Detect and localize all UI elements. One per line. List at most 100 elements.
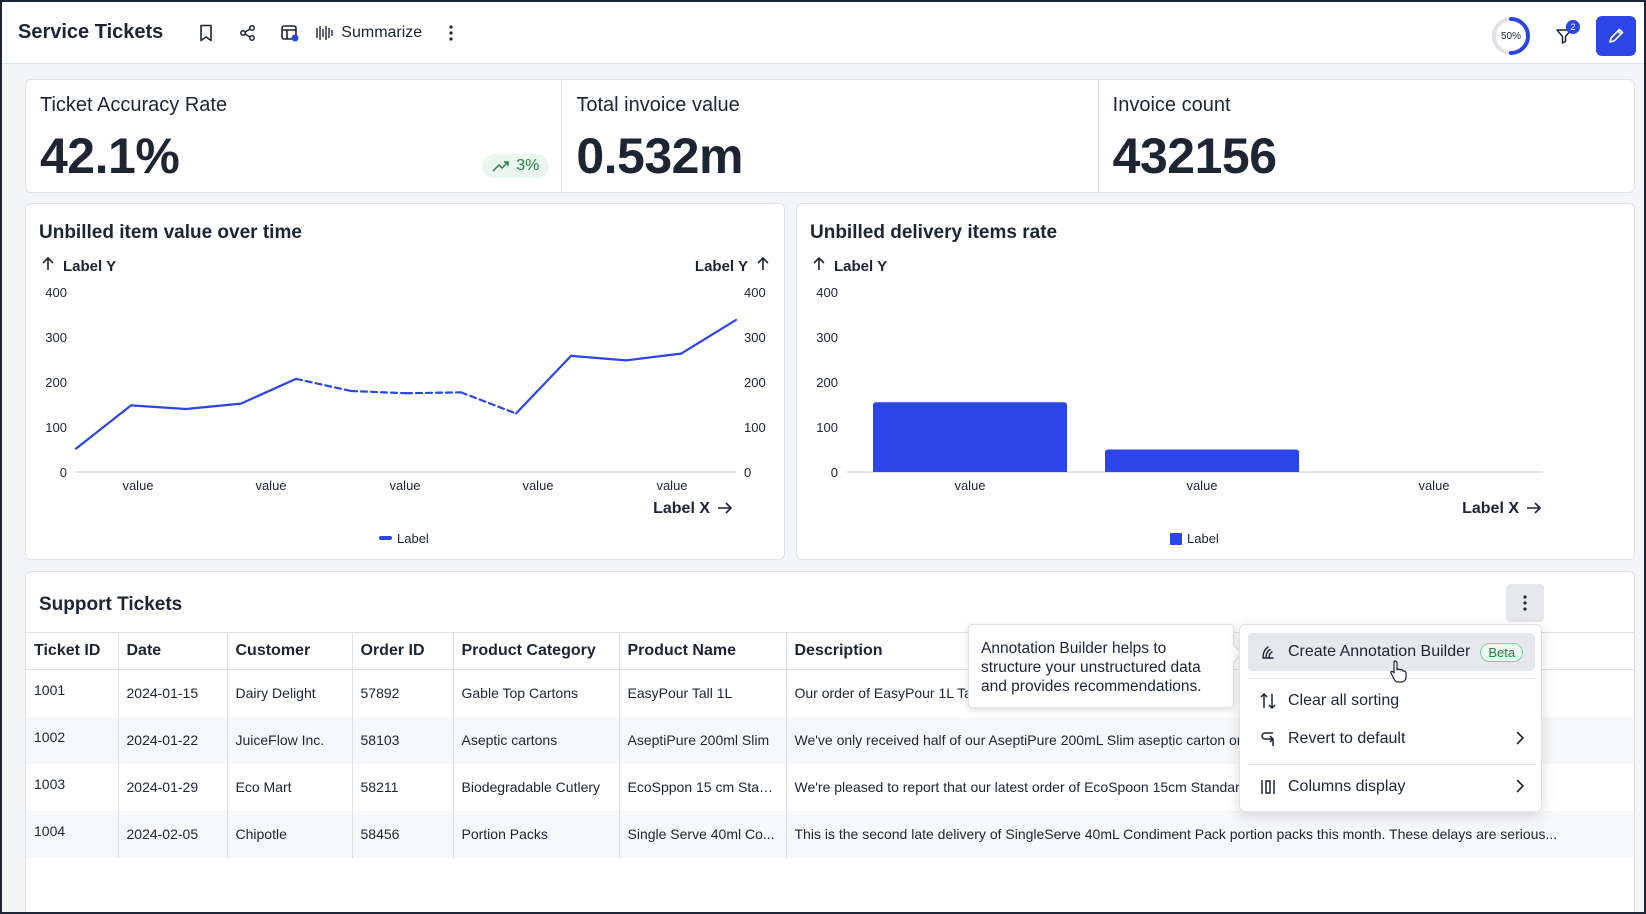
share-icon[interactable] bbox=[233, 18, 263, 48]
edit-button[interactable] bbox=[1596, 16, 1636, 56]
x-tick-label: value bbox=[1418, 478, 1449, 493]
y-tick-label: 0 bbox=[60, 465, 67, 480]
column-header[interactable]: Date bbox=[118, 632, 228, 670]
bookmark-icon[interactable] bbox=[191, 18, 221, 48]
kpi-invoice-count: Invoice count 432156 bbox=[1097, 80, 1634, 192]
annotation-builder-tooltip: Annotation Builder helps to structure yo… bbox=[968, 624, 1234, 708]
table-cell: Eco Mart bbox=[227, 763, 353, 811]
y-tick-label: 100 bbox=[45, 420, 67, 435]
table-cell: EasyPour Tall 1L bbox=[619, 669, 787, 717]
more-vertical-icon[interactable] bbox=[436, 18, 466, 48]
y-tick-label: 400 bbox=[816, 285, 838, 300]
legend-label: Label bbox=[1187, 531, 1219, 546]
chevron-right-icon bbox=[1515, 778, 1525, 799]
arrow-right-icon bbox=[1527, 502, 1542, 514]
pencil-icon bbox=[1609, 28, 1624, 43]
y-tick-label: 300 bbox=[45, 330, 67, 345]
dashboard-settings-icon[interactable] bbox=[275, 18, 305, 48]
table-menu-button[interactable] bbox=[1506, 584, 1544, 622]
table-cell: Portion Packs bbox=[453, 810, 620, 858]
y-tick-label-right: 0 bbox=[744, 465, 751, 480]
beta-badge: Beta bbox=[1480, 642, 1524, 662]
table-cell: Single Serve 40ml Co... bbox=[619, 810, 787, 858]
column-header[interactable]: Order ID bbox=[352, 632, 454, 670]
line-segment bbox=[294, 377, 353, 393]
filter-button[interactable]: 2 bbox=[1546, 18, 1582, 54]
line-segment bbox=[404, 391, 463, 395]
column-header[interactable]: Customer bbox=[227, 632, 353, 670]
y-tick-label: 200 bbox=[816, 375, 838, 390]
trend-badge: 3% bbox=[482, 154, 550, 178]
table-cell: 2024-01-22 bbox=[118, 716, 228, 764]
filter-count-badge: 2 bbox=[1566, 20, 1580, 34]
column-header[interactable]: Product Name bbox=[619, 632, 787, 670]
x-tick-label: value bbox=[954, 478, 985, 493]
menu-item-revert-default[interactable]: Revert to default bbox=[1248, 720, 1535, 758]
chevron-right-icon bbox=[1515, 730, 1525, 751]
table-cell: 1003 bbox=[26, 763, 119, 811]
bar bbox=[1105, 449, 1299, 472]
table-cell: Chipotle bbox=[227, 810, 353, 858]
table-cell: This is the second late delivery of Sing… bbox=[786, 810, 1634, 858]
columns-icon bbox=[1258, 777, 1278, 797]
line-chart: Label Y Label Y 400 400 300 300 200 200 100 100 0 0… bbox=[42, 256, 769, 546]
x-tick-label: value bbox=[122, 478, 153, 493]
menu-item-label: Clear all sorting bbox=[1288, 692, 1400, 709]
summarize-icon bbox=[316, 25, 333, 40]
trend-up-icon bbox=[492, 161, 509, 172]
arrow-right-icon bbox=[718, 502, 733, 514]
y-tick-label: 100 bbox=[816, 420, 838, 435]
line-segment bbox=[349, 389, 408, 395]
column-header[interactable]: Ticket ID bbox=[26, 632, 119, 670]
line-segment bbox=[184, 402, 243, 411]
column-header[interactable]: Product Category bbox=[453, 632, 620, 670]
arrow-up-icon bbox=[813, 256, 825, 270]
summarize-label: Summarize bbox=[341, 23, 423, 41]
progress-indicator[interactable]: 50% bbox=[1490, 15, 1532, 57]
y-tick-label: 0 bbox=[831, 465, 838, 480]
line-segment bbox=[459, 391, 518, 415]
table-title: Support Tickets bbox=[39, 594, 183, 615]
summarize-button[interactable]: Summarize bbox=[315, 24, 422, 42]
table-cell: Dairy Delight bbox=[227, 669, 353, 717]
revert-icon bbox=[1258, 729, 1278, 749]
line-chart-card: Unbilled item value over time Label Y Lab… bbox=[25, 203, 785, 560]
line-segment bbox=[129, 404, 188, 411]
bar-chart: Label Y 400 300 200 100 0 value value value Label… bbox=[813, 256, 1543, 546]
menu-item-columns-display[interactable]: Columns display bbox=[1248, 768, 1535, 806]
menu-item-clear-sorting[interactable]: Clear all sorting bbox=[1248, 682, 1535, 720]
y-axis-label: Label Y bbox=[63, 258, 116, 275]
chart-title: Unbilled item value over time bbox=[39, 222, 302, 243]
more-vertical-icon bbox=[1523, 595, 1527, 611]
table-cell: 58103 bbox=[352, 716, 454, 764]
kpi-card: Ticket Accuracy Rate 42.1% 3% Total invo… bbox=[25, 79, 1635, 193]
chart-title: Unbilled delivery items rate bbox=[810, 222, 1058, 243]
x-tick-label: value bbox=[255, 478, 286, 493]
progress-label: 50% bbox=[1500, 30, 1521, 42]
sort-icon bbox=[1258, 691, 1278, 711]
y-tick-label: 200 bbox=[45, 375, 67, 390]
line-segment bbox=[514, 354, 573, 415]
table-row[interactable]: 1004 2024-02-05 Chipotle 58456 Portion P… bbox=[26, 810, 1634, 858]
legend-swatch bbox=[379, 536, 392, 540]
kpi-ticket-accuracy: Ticket Accuracy Rate 42.1% 3% bbox=[26, 80, 561, 192]
line-segment bbox=[624, 352, 683, 362]
menu-item-create-annotation-builder[interactable]: Create Annotation Builder Beta bbox=[1248, 633, 1535, 671]
kpi-value: 42.1% bbox=[40, 128, 180, 184]
kpi-total-invoice: Total invoice value 0.532m bbox=[561, 80, 1097, 192]
line-segment bbox=[679, 318, 738, 355]
hand-cursor-icon bbox=[1390, 660, 1407, 683]
table-cell: 1001 bbox=[26, 669, 119, 717]
table-cell: JuiceFlow Inc. bbox=[227, 716, 353, 764]
y-tick-label-right: 300 bbox=[744, 330, 766, 345]
kpi-label: Total invoice value bbox=[576, 94, 740, 116]
y-tick-label: 400 bbox=[45, 285, 67, 300]
arrow-up-icon bbox=[42, 256, 54, 270]
line-segment bbox=[239, 377, 298, 405]
bar bbox=[873, 402, 1067, 472]
menu-item-label: Create Annotation Builder bbox=[1288, 643, 1471, 660]
x-axis-label: Label X bbox=[1462, 500, 1519, 517]
x-tick-label: value bbox=[522, 478, 553, 493]
table-cell: AseptiPure 200ml Slim bbox=[619, 716, 787, 764]
